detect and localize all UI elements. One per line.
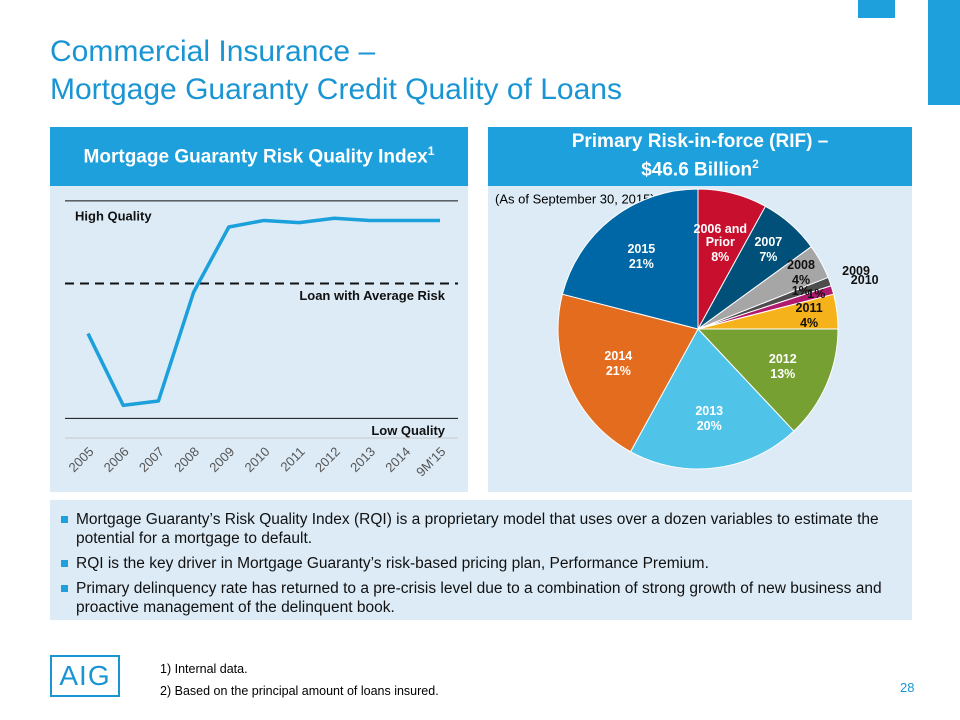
pie-slice [561, 188, 699, 330]
footnote-marker: 2) [160, 684, 172, 698]
reference-label: Low Quality [371, 423, 445, 438]
pie-category-label: 2007 [754, 235, 783, 250]
pie-slice [696, 328, 839, 432]
pie-category-label: 2015 [627, 241, 656, 256]
panel-header: Primary Risk-in-force (RIF) – $46.6 Bill… [488, 127, 912, 186]
bullet: Mortgage Guaranty’s Risk Quality Index (… [58, 510, 902, 548]
pie-category-label: 2008 [787, 258, 815, 273]
footnote-text: Internal data. [174, 662, 248, 676]
x-tick-label: 2006 [101, 444, 132, 475]
panel-body [50, 186, 468, 492]
footnote-text: Based on the principal amount of loans i… [174, 684, 439, 698]
x-tick-label: 2008 [171, 444, 202, 475]
x-tick-label: 2011 [277, 444, 307, 474]
header-text: Mortgage Guaranty Risk Quality Index [83, 146, 428, 168]
x-tick-label: 2014 [382, 444, 413, 475]
page-number: 28 [900, 680, 915, 695]
title-line: Commercial Insurance – [50, 35, 376, 68]
footnote: 2) Based on the principal amount of loan… [160, 680, 439, 702]
x-tick-label: 2009 [206, 444, 237, 475]
footnotes: 1) Internal data. 2) Based on the princi… [160, 658, 439, 702]
logo: AIG [50, 655, 120, 697]
accent-block [858, 0, 895, 18]
header-text: $46.6 Billion2 [488, 153, 912, 181]
pie-slice [557, 293, 699, 453]
pie-slice [629, 328, 795, 470]
bullet-list: Mortgage Guaranty’s Risk Quality Index (… [50, 500, 912, 617]
accent-block [928, 0, 960, 105]
x-tick-label: 2005 [65, 444, 96, 475]
header-text: Mortgage Guaranty Risk Quality Index1 [50, 144, 468, 168]
slide-title: Commercial Insurance – Mortgage Guaranty… [50, 33, 622, 109]
pie-category-label: 2009 [842, 264, 870, 279]
pie-category-label: 2006 and Prior [693, 221, 748, 249]
pie-value-label: 4% [800, 315, 819, 330]
bullet-box: Mortgage Guaranty’s Risk Quality Index (… [50, 500, 912, 620]
x-tick-label: 2007 [136, 444, 167, 475]
reference-label: Loan with Average Risk [299, 288, 445, 303]
bullet: Primary delinquency rate has returned to… [58, 579, 902, 617]
pie-value-label: 7% [759, 250, 778, 265]
pie-value-label: 20% [696, 418, 722, 433]
pie-category-label: 2011 [795, 300, 823, 315]
footnote: 1) Internal data. [160, 658, 439, 680]
chart-subtitle: (As of September 30, 2015) [495, 191, 655, 206]
pie-value-label: 21% [605, 364, 631, 379]
pie-value-label: 8% [711, 249, 730, 264]
pie-category-label: 2012 [768, 351, 797, 366]
reference-label: High Quality [75, 208, 152, 223]
data-line [86, 216, 440, 408]
x-tick-label: 2010 [241, 444, 272, 475]
pie-value-label: 1% [791, 284, 810, 298]
pie-category-label: 2014 [604, 349, 633, 364]
panel-header: Mortgage Guaranty Risk Quality Index1 [50, 127, 468, 186]
pie-value-label: 21% [628, 256, 654, 271]
footnote-ref: 1 [427, 144, 435, 159]
bullet: RQI is the key driver in Mortgage Guaran… [58, 554, 902, 573]
footnote-marker: 1) [160, 662, 172, 676]
x-tick-label: 2013 [347, 444, 378, 475]
x-tick-label: 2012 [312, 444, 343, 475]
x-tick-label: 9M'15 [413, 444, 448, 479]
pie-category-label: 2010 [850, 272, 879, 287]
title-line: Mortgage Guaranty Credit Quality of Loan… [50, 73, 622, 106]
header-text: Primary Risk-in-force (RIF) – [571, 131, 829, 153]
pie-category-label: 2013 [695, 403, 724, 418]
pie-value-label: 4% [792, 273, 811, 288]
pie-value-label: 13% [770, 366, 796, 381]
footnote-ref: 2 [752, 157, 759, 172]
pie-value-label: 1% [807, 286, 826, 301]
header-text: $46.6 Billion [641, 159, 753, 181]
